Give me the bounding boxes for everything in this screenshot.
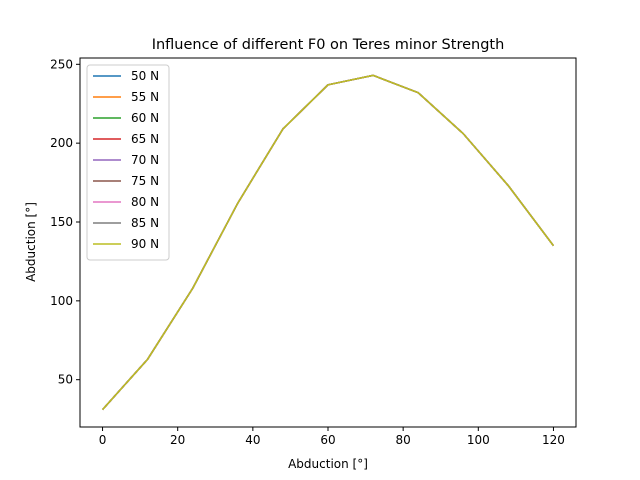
series-line-55-n — [101, 74, 555, 411]
series-line-50-n — [101, 74, 555, 411]
legend-label: 70 N — [131, 153, 159, 167]
x-tick-label: 60 — [320, 433, 335, 447]
x-axis-title: Abduction [°] — [288, 457, 368, 471]
y-axis-title: Abduction [°] — [24, 202, 38, 282]
chart-title: Influence of different F0 on Teres minor… — [152, 37, 505, 53]
y-tick-label: 150 — [50, 215, 73, 229]
plot-content — [101, 74, 555, 411]
x-axis: 0 20 40 60 80 100 120 — [99, 427, 565, 447]
series-line-60-n — [101, 74, 555, 411]
legend-box — [86, 64, 170, 261]
legend-label: 50 N — [131, 69, 159, 83]
series-line-70-n — [101, 74, 555, 411]
legend-label: 55 N — [131, 90, 159, 104]
series-line-75-n — [101, 74, 555, 411]
x-tick-label: 40 — [245, 433, 260, 447]
legend-label: 90 N — [131, 237, 159, 251]
legend-label: 80 N — [131, 195, 159, 209]
legend: 50 N 55 N 60 N 65 N 70 N 75 N 80 N 85 N 90 N — [86, 64, 170, 261]
series-line-80-n — [101, 74, 555, 411]
series-line-65-n — [101, 74, 555, 411]
x-tick-label: 120 — [542, 433, 565, 447]
legend-label: 75 N — [131, 174, 159, 188]
y-tick-label: 200 — [50, 136, 73, 150]
y-tick-label: 50 — [58, 373, 73, 387]
x-tick-label: 100 — [467, 433, 490, 447]
series-line-85-n — [101, 74, 555, 411]
series-line-90-n — [101, 74, 555, 411]
y-axis: 50 100 150 200 250 — [50, 57, 80, 387]
legend-label: 65 N — [131, 132, 159, 146]
x-tick-label: 20 — [170, 433, 185, 447]
y-tick-label: 100 — [50, 294, 73, 308]
legend-label: 85 N — [131, 216, 159, 230]
x-tick-label: 80 — [396, 433, 411, 447]
y-tick-label: 250 — [50, 57, 73, 71]
legend-label: 60 N — [131, 111, 159, 125]
x-tick-label: 0 — [99, 433, 107, 447]
